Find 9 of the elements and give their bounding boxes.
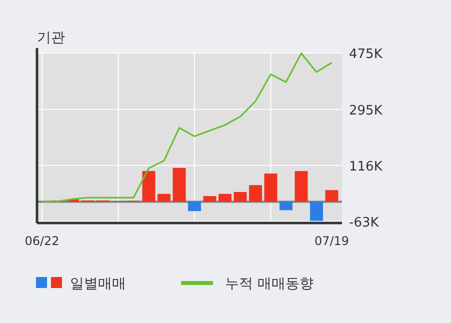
y-tick-label: -63K xyxy=(349,215,380,230)
legend-label: 누적 매매동향 xyxy=(225,276,314,292)
legend-label: 일별매매 xyxy=(70,276,126,292)
y-tick-label: 116K xyxy=(349,159,383,174)
chart-title: 기관 xyxy=(37,30,65,46)
x-tick-label: 07/19 xyxy=(314,234,350,248)
x-tick-label: 06/22 xyxy=(24,234,60,248)
y-tick-label: 295K xyxy=(349,103,383,118)
y-tick-label: 475K xyxy=(349,47,383,62)
